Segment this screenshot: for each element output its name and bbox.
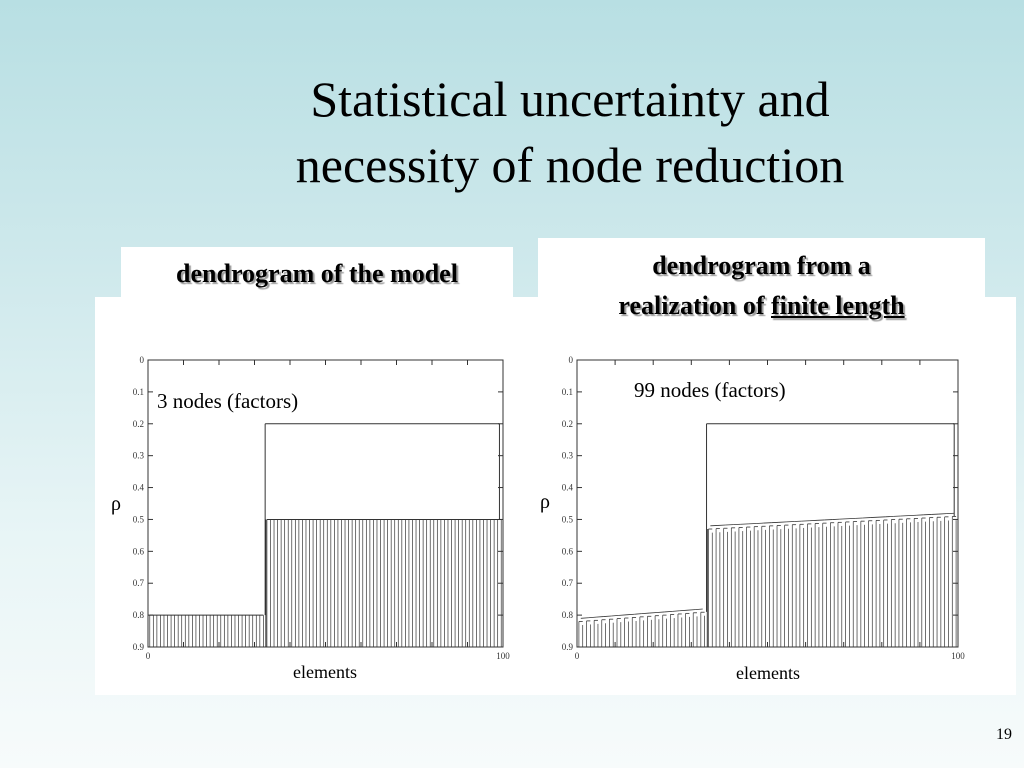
- right-xtick-label-1: 100: [951, 651, 965, 661]
- left-dendrogram-chart: 00.10.20.30.40.50.60.70.80.90 100 3 nodes…: [111, 355, 511, 682]
- right-label-prefix: realization of: [618, 291, 771, 320]
- left-ytick-label-2: 0.2: [133, 419, 144, 429]
- right-label-line-2: realization of finite length: [538, 286, 985, 326]
- right-panel-label: dendrogram from a realization of finite …: [538, 238, 985, 330]
- right-link-0-4: [596, 616, 604, 618]
- left-ytick-label-9: 0.9: [133, 642, 145, 652]
- title-line-1: Statistical uncertainty and: [310, 71, 830, 127]
- left-xtick-label-1: 100: [496, 651, 510, 661]
- right-ytick-label-5: 0.5: [562, 514, 574, 524]
- right-label-line-1: dendrogram from a: [652, 251, 871, 280]
- right-plot-frame: [576, 359, 959, 648]
- left-figure-panel: [95, 297, 520, 695]
- right-ytick-label-3: 0.3: [562, 451, 574, 461]
- left-ytick-label-3: 0.3: [133, 451, 145, 461]
- right-dendrogram-marks: [578, 423, 957, 647]
- right-link-0-26: [679, 609, 688, 612]
- left-ytick-label-6: 0.6: [133, 546, 145, 556]
- right-ytick-label-8: 0.8: [562, 610, 574, 620]
- right-ytick-label-9: 0.9: [562, 642, 574, 652]
- right-link-0-8: [611, 615, 619, 617]
- left-dendrogram-marks: [149, 423, 502, 647]
- right-ytick-label-7: 0.7: [562, 578, 574, 588]
- page-number: 19: [996, 726, 1012, 743]
- right-link-0-0: [580, 617, 589, 619]
- slide-title: Statistical uncertainty and necessity of…: [190, 66, 950, 198]
- right-link-0-30: [695, 608, 703, 611]
- right-axes: 00.10.20.30.40.50.60.70.80.90 100: [562, 355, 965, 661]
- left-ytick-label-0: 0: [140, 355, 145, 365]
- right-ytick-label-6: 0.6: [562, 546, 574, 556]
- right-xtick-label-0: 0: [575, 651, 580, 661]
- left-xlabel: elements: [293, 662, 357, 682]
- right-dendrogram-chart: 00.10.20.30.40.50.60.70.80.90 100 99 node…: [540, 355, 965, 683]
- right-link-0-6: [603, 615, 612, 617]
- right-xlabel: elements: [736, 663, 800, 683]
- right-ytick-label-0: 0: [569, 355, 574, 365]
- left-axes: 00.10.20.30.40.50.60.70.80.90 100: [133, 355, 511, 661]
- right-link-0-22: [664, 610, 673, 613]
- right-annotation: 99 nodes (factors): [634, 378, 786, 402]
- right-link-0-14: [634, 613, 642, 615]
- left-panel-label: dendrogram of the model: [121, 247, 513, 301]
- left-xtick-label-0: 0: [146, 651, 151, 661]
- right-link-0-28: [687, 609, 696, 611]
- right-link-0-10: [618, 614, 627, 616]
- right-label-underlined: finite length: [771, 291, 905, 320]
- left-ytick-label-5: 0.5: [133, 514, 145, 524]
- left-ytick-label-8: 0.8: [133, 610, 145, 620]
- right-link-0-24: [672, 610, 680, 612]
- right-ytick-label-4: 0.4: [562, 483, 574, 493]
- left-ytick-label-4: 0.4: [133, 483, 145, 493]
- right-link-0-12: [626, 613, 635, 616]
- left-ytick-label-1: 0.1: [133, 387, 144, 397]
- right-link-0-18: [649, 612, 658, 614]
- left-ylabel: ρ: [111, 493, 121, 515]
- right-ylabel: ρ: [540, 491, 550, 513]
- left-annotation: 3 nodes (factors): [157, 389, 298, 413]
- title-line-2: necessity of node reduction: [295, 137, 845, 193]
- right-ytick-label-1: 0.1: [562, 387, 573, 397]
- right-link-0-16: [641, 612, 650, 615]
- right-link-0-20: [656, 611, 665, 613]
- right-link-0-2: [588, 616, 597, 619]
- left-ytick-label-7: 0.7: [133, 578, 145, 588]
- right-ytick-label-2: 0.2: [562, 419, 573, 429]
